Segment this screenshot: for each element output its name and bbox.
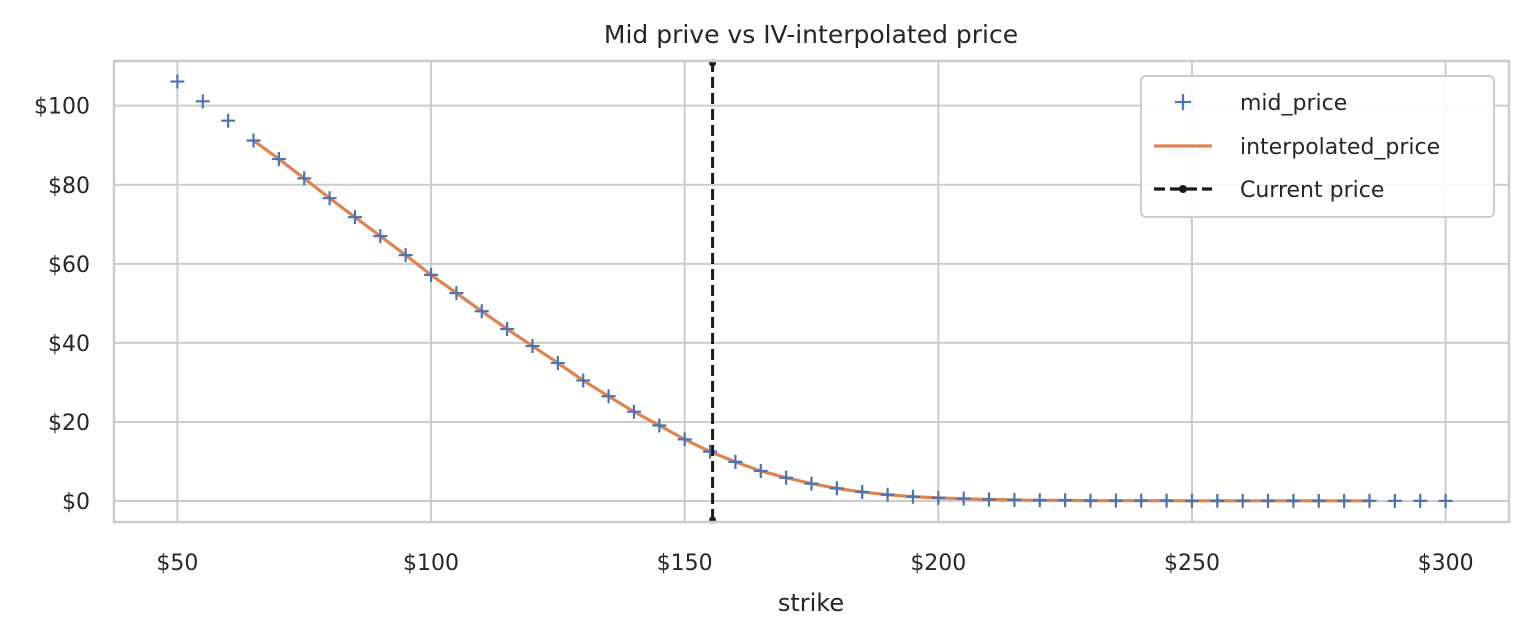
mid-price-point <box>398 248 413 263</box>
legend: mid_price interpolated_price Current pri… <box>1140 75 1495 218</box>
mid-price-point <box>880 487 895 502</box>
mid-price-point <box>221 113 236 128</box>
mid-price-point <box>1134 493 1149 508</box>
mid-price-point <box>626 404 641 419</box>
y-tick-label: $100 <box>34 95 90 120</box>
mid-price-point <box>931 490 946 505</box>
legend-label-current-price: Current price <box>1240 178 1384 203</box>
mid-price-point <box>195 94 210 109</box>
mid-price-point <box>170 74 185 89</box>
mid-price-point <box>347 210 362 225</box>
legend-item-mid-price: mid_price <box>1175 91 1347 116</box>
x-tick-label: $150 <box>657 551 713 576</box>
mid-price-point <box>804 476 819 491</box>
mid-price-point <box>1032 493 1047 508</box>
y-tick-label: $20 <box>48 411 90 436</box>
mid-price-point <box>1438 493 1453 508</box>
mid-price-point <box>1007 492 1022 507</box>
mid-price-point <box>1413 493 1428 508</box>
mid-price-point <box>474 304 489 319</box>
mid-price-point <box>905 489 920 504</box>
mid-price-point <box>322 191 337 206</box>
mid-price-point <box>956 491 971 506</box>
mid-price-point <box>703 444 718 459</box>
mid-price-point <box>1362 493 1377 508</box>
mid-price-point <box>525 339 540 354</box>
plot-frame <box>112 59 1511 524</box>
mid-price-point <box>829 481 844 496</box>
mid-price-point <box>677 432 692 447</box>
mid-price-point <box>1387 493 1402 508</box>
mid-price-point <box>373 229 388 244</box>
mid-price-point <box>1337 493 1352 508</box>
mid-price-point <box>728 454 743 469</box>
mid-price-point <box>246 133 261 148</box>
mid-price-point <box>1083 493 1098 508</box>
mid-price-point <box>982 492 997 507</box>
x-tick-label: $100 <box>403 551 459 576</box>
mid-price-point <box>1286 493 1301 508</box>
mid-price-point <box>1108 493 1123 508</box>
x-tick-label: $200 <box>910 551 966 576</box>
legend-label-interpolated-price: interpolated_price <box>1240 135 1440 160</box>
y-tick-label: $40 <box>48 332 90 357</box>
mid-price-point <box>550 356 565 371</box>
x-tick-label: $250 <box>1164 551 1220 576</box>
x-tick-label: $50 <box>156 551 198 576</box>
legend-dashed-line-icon <box>1154 185 1212 193</box>
mid-price-point <box>1159 493 1174 508</box>
mid-price-point <box>1235 493 1250 508</box>
mid-price-point <box>297 171 312 186</box>
mid-price-point <box>1261 493 1276 508</box>
legend-item-interpolated-price: interpolated_price <box>1154 135 1440 160</box>
legend-item-current-price: Current price <box>1154 178 1384 203</box>
mid-price-point <box>753 463 768 478</box>
mid-price-point <box>500 322 515 337</box>
mid-price-point <box>1184 493 1199 508</box>
y-tick-label: $60 <box>48 253 90 278</box>
mid-price-point <box>779 470 794 485</box>
legend-marker-plus-icon <box>1175 94 1191 110</box>
axis-ticks: $50 $100 $150 $200 $250 $300 $0 $20 $40 $60 $80 $10… <box>34 95 1474 576</box>
mid-price-point <box>449 286 464 301</box>
mid-price-point <box>271 152 286 167</box>
mid-price-point <box>855 484 870 499</box>
mid-price-point <box>424 267 439 282</box>
mid-price-point <box>1210 493 1225 508</box>
mid-price-point <box>576 373 591 388</box>
mid-price-point <box>1058 493 1073 508</box>
mid-price-point <box>1311 493 1326 508</box>
legend-box <box>1140 75 1495 218</box>
y-tick-label: $80 <box>48 174 90 199</box>
chart-title: Mid prive vs IV-interpolated price <box>604 20 1018 49</box>
x-axis-title: strike <box>778 589 844 617</box>
mid-price-point <box>652 418 667 433</box>
y-tick-label: $0 <box>62 490 90 515</box>
legend-label-mid-price: mid_price <box>1240 91 1347 116</box>
mid-price-point <box>601 389 616 404</box>
x-tick-label: $300 <box>1418 551 1474 576</box>
